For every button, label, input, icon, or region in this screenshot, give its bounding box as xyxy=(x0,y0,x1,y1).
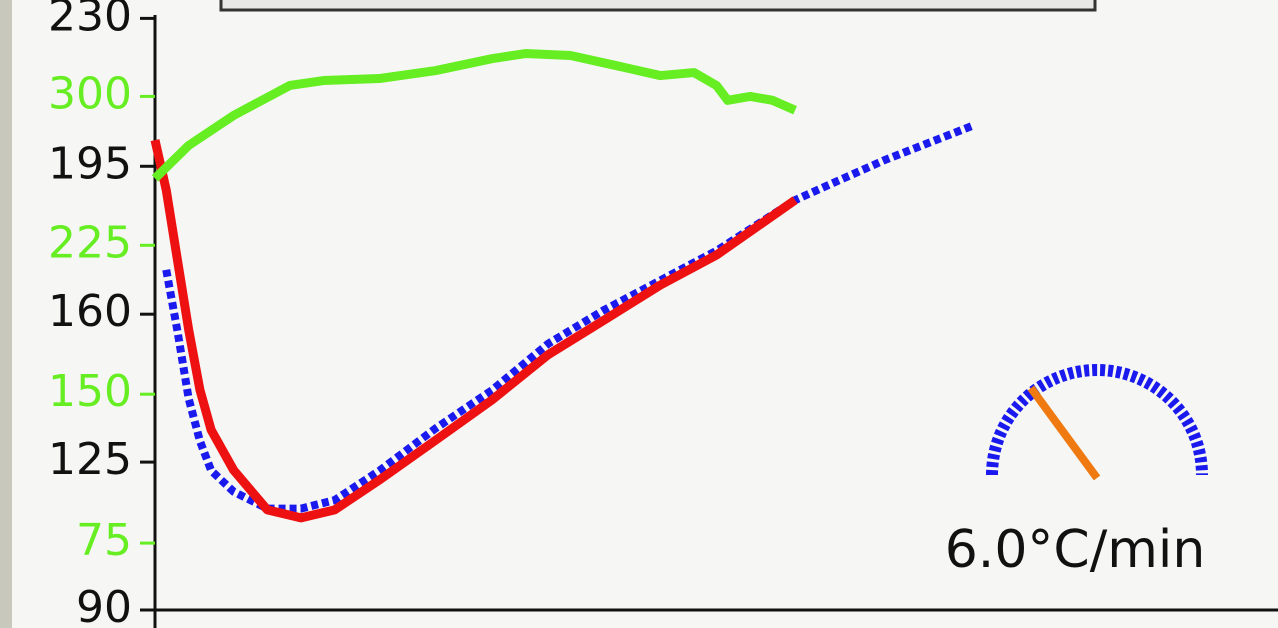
rate-gauge xyxy=(986,364,1208,481)
y2-tick-label: 75 xyxy=(76,515,132,566)
y-tick-label: 195 xyxy=(48,138,132,189)
gauge-needle xyxy=(1027,385,1101,481)
y-tick-label: 230 xyxy=(48,0,132,41)
y2-tick-label: 225 xyxy=(48,217,132,268)
series-line xyxy=(150,139,798,523)
y2-tick-label: 150 xyxy=(48,366,132,417)
y2-tick-label: 300 xyxy=(48,68,132,119)
top-panel xyxy=(219,0,1097,12)
y-tick-label: 125 xyxy=(48,434,132,485)
gauge-arc xyxy=(986,364,1208,476)
series-line xyxy=(151,49,797,182)
y-tick-label: 160 xyxy=(48,286,132,337)
rate-label: 6.0°C/min xyxy=(945,520,1206,580)
series-line xyxy=(162,121,977,513)
side-strip xyxy=(0,0,12,628)
y-tick-label: 90 xyxy=(76,582,132,628)
